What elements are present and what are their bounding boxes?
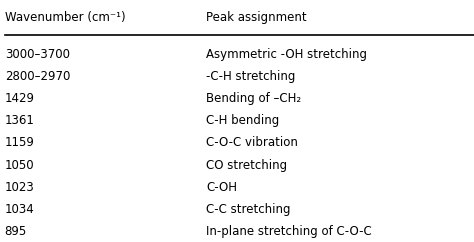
Text: 1050: 1050 (5, 159, 34, 172)
Text: CO stretching: CO stretching (206, 159, 287, 172)
Text: 1159: 1159 (5, 136, 35, 150)
Text: C-OH: C-OH (206, 181, 237, 194)
Text: -C-H stretching: -C-H stretching (206, 70, 296, 83)
Text: 1429: 1429 (5, 92, 35, 106)
Text: 1023: 1023 (5, 181, 35, 194)
Text: 1034: 1034 (5, 203, 35, 216)
Text: In-plane stretching of C-O-C: In-plane stretching of C-O-C (206, 225, 372, 238)
Text: 3000–3700: 3000–3700 (5, 48, 70, 61)
Text: C-C stretching: C-C stretching (206, 203, 291, 216)
Text: Peak assignment: Peak assignment (206, 11, 307, 24)
Text: 1361: 1361 (5, 114, 35, 128)
Text: Bending of –CH₂: Bending of –CH₂ (206, 92, 301, 106)
Text: Asymmetric -OH stretching: Asymmetric -OH stretching (206, 48, 367, 61)
Text: Wavenumber (cm⁻¹): Wavenumber (cm⁻¹) (5, 11, 125, 24)
Text: C-H bending: C-H bending (206, 114, 280, 128)
Text: 895: 895 (5, 225, 27, 238)
Text: C-O-C vibration: C-O-C vibration (206, 136, 298, 150)
Text: 2800–2970: 2800–2970 (5, 70, 70, 83)
